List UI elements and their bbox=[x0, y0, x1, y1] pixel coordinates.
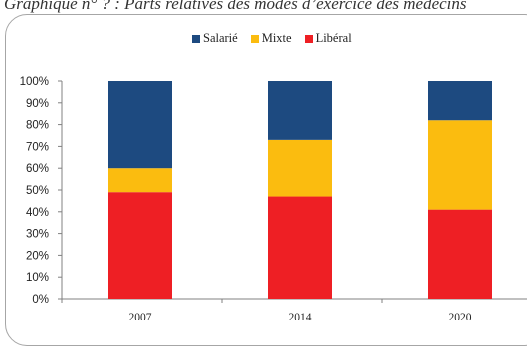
bar-liberal-2007 bbox=[108, 192, 172, 299]
bar-liberal-2014 bbox=[268, 196, 332, 299]
bar-liberal-2020 bbox=[428, 209, 492, 299]
legend-swatch bbox=[192, 34, 200, 43]
legend-item-salarie: Salarié bbox=[192, 31, 238, 46]
x-category-label: 2020 bbox=[449, 312, 472, 320]
y-tick-label: 30% bbox=[26, 229, 49, 241]
legend-label: Mixte bbox=[261, 31, 292, 45]
legend-label: Salarié bbox=[203, 31, 238, 45]
figure-caption: Graphique n° ? : Parts relatives des mod… bbox=[4, 0, 467, 13]
legend-swatch bbox=[250, 34, 259, 43]
y-tick-label: 40% bbox=[26, 207, 49, 219]
y-tick-label: 20% bbox=[26, 250, 49, 262]
bar-salarie-2014 bbox=[268, 81, 332, 140]
bar-mixte-2007 bbox=[108, 168, 172, 193]
bar-mixte-2020 bbox=[428, 120, 492, 210]
y-tick-label: 100% bbox=[20, 76, 49, 88]
y-tick-label: 70% bbox=[26, 141, 49, 153]
bar-mixte-2014 bbox=[268, 139, 332, 197]
y-tick-label: 60% bbox=[26, 163, 49, 175]
chart-tick-labels: 0% 10% 20% 30% 40% 50% 60% 70% 80% 90% 100% 2007 201… bbox=[20, 76, 472, 320]
legend-label: Libéral bbox=[315, 31, 352, 45]
stacked-bar-chart: 0% 10% 20% 30% 40% 50% 60% 70% 80% 90% 100% 2007 201… bbox=[20, 76, 527, 320]
x-category-label: 2014 bbox=[289, 312, 312, 320]
legend-item-mixte: Mixte bbox=[250, 31, 292, 46]
y-tick-label: 10% bbox=[26, 272, 49, 284]
legend-item-liberal: Libéral bbox=[304, 31, 352, 46]
y-tick-label: 0% bbox=[32, 294, 49, 306]
legend-swatch bbox=[304, 34, 313, 43]
y-tick-label: 90% bbox=[26, 98, 49, 110]
chart-legend: Salarié Mixte Libéral bbox=[192, 31, 365, 46]
y-tick-label: 50% bbox=[26, 185, 49, 197]
x-category-label: 2007 bbox=[129, 312, 152, 320]
chart-bars bbox=[108, 81, 492, 299]
bar-salarie-2020 bbox=[428, 81, 492, 121]
bar-salarie-2007 bbox=[108, 81, 172, 169]
y-tick-label: 80% bbox=[26, 120, 49, 132]
